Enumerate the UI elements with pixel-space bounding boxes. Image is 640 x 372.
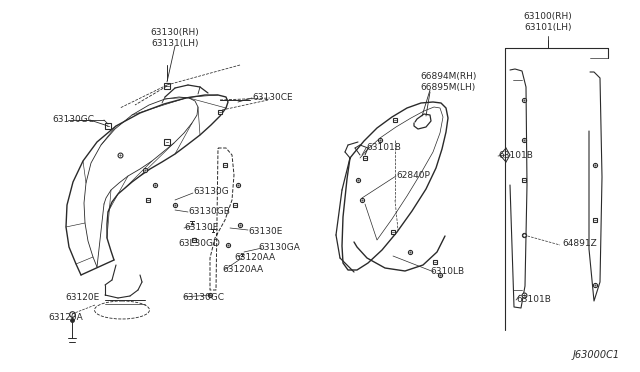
Text: 63130(RH)
63131(LH): 63130(RH) 63131(LH) [150, 28, 200, 48]
Text: 63130CE: 63130CE [252, 93, 292, 103]
Text: 63101B: 63101B [498, 151, 533, 160]
Text: 63130GA: 63130GA [258, 244, 300, 253]
Text: 63130GC: 63130GC [52, 115, 94, 125]
Text: 63120AA: 63120AA [234, 253, 275, 263]
Text: 63120E: 63120E [65, 294, 99, 302]
Text: 63101B: 63101B [516, 295, 551, 305]
Text: 63130E: 63130E [248, 228, 282, 237]
Text: 63L30GD: 63L30GD [178, 240, 220, 248]
Text: J63000C1: J63000C1 [573, 350, 620, 360]
Text: 63130G: 63130G [193, 187, 228, 196]
Text: 63130E: 63130E [184, 224, 218, 232]
Text: 62840P: 62840P [396, 170, 430, 180]
Text: 64891Z: 64891Z [562, 240, 596, 248]
Text: 63101B: 63101B [366, 144, 401, 153]
Text: 63130GB: 63130GB [188, 208, 230, 217]
Text: 63130GC: 63130GC [182, 294, 224, 302]
Text: 63100(RH)
63101(LH): 63100(RH) 63101(LH) [524, 12, 572, 32]
Text: 63120A: 63120A [48, 314, 83, 323]
Text: 63120AA: 63120AA [222, 266, 263, 275]
Text: 6310LB: 6310LB [430, 267, 464, 276]
Text: 66894M(RH)
66895M(LH): 66894M(RH) 66895M(LH) [420, 72, 476, 92]
